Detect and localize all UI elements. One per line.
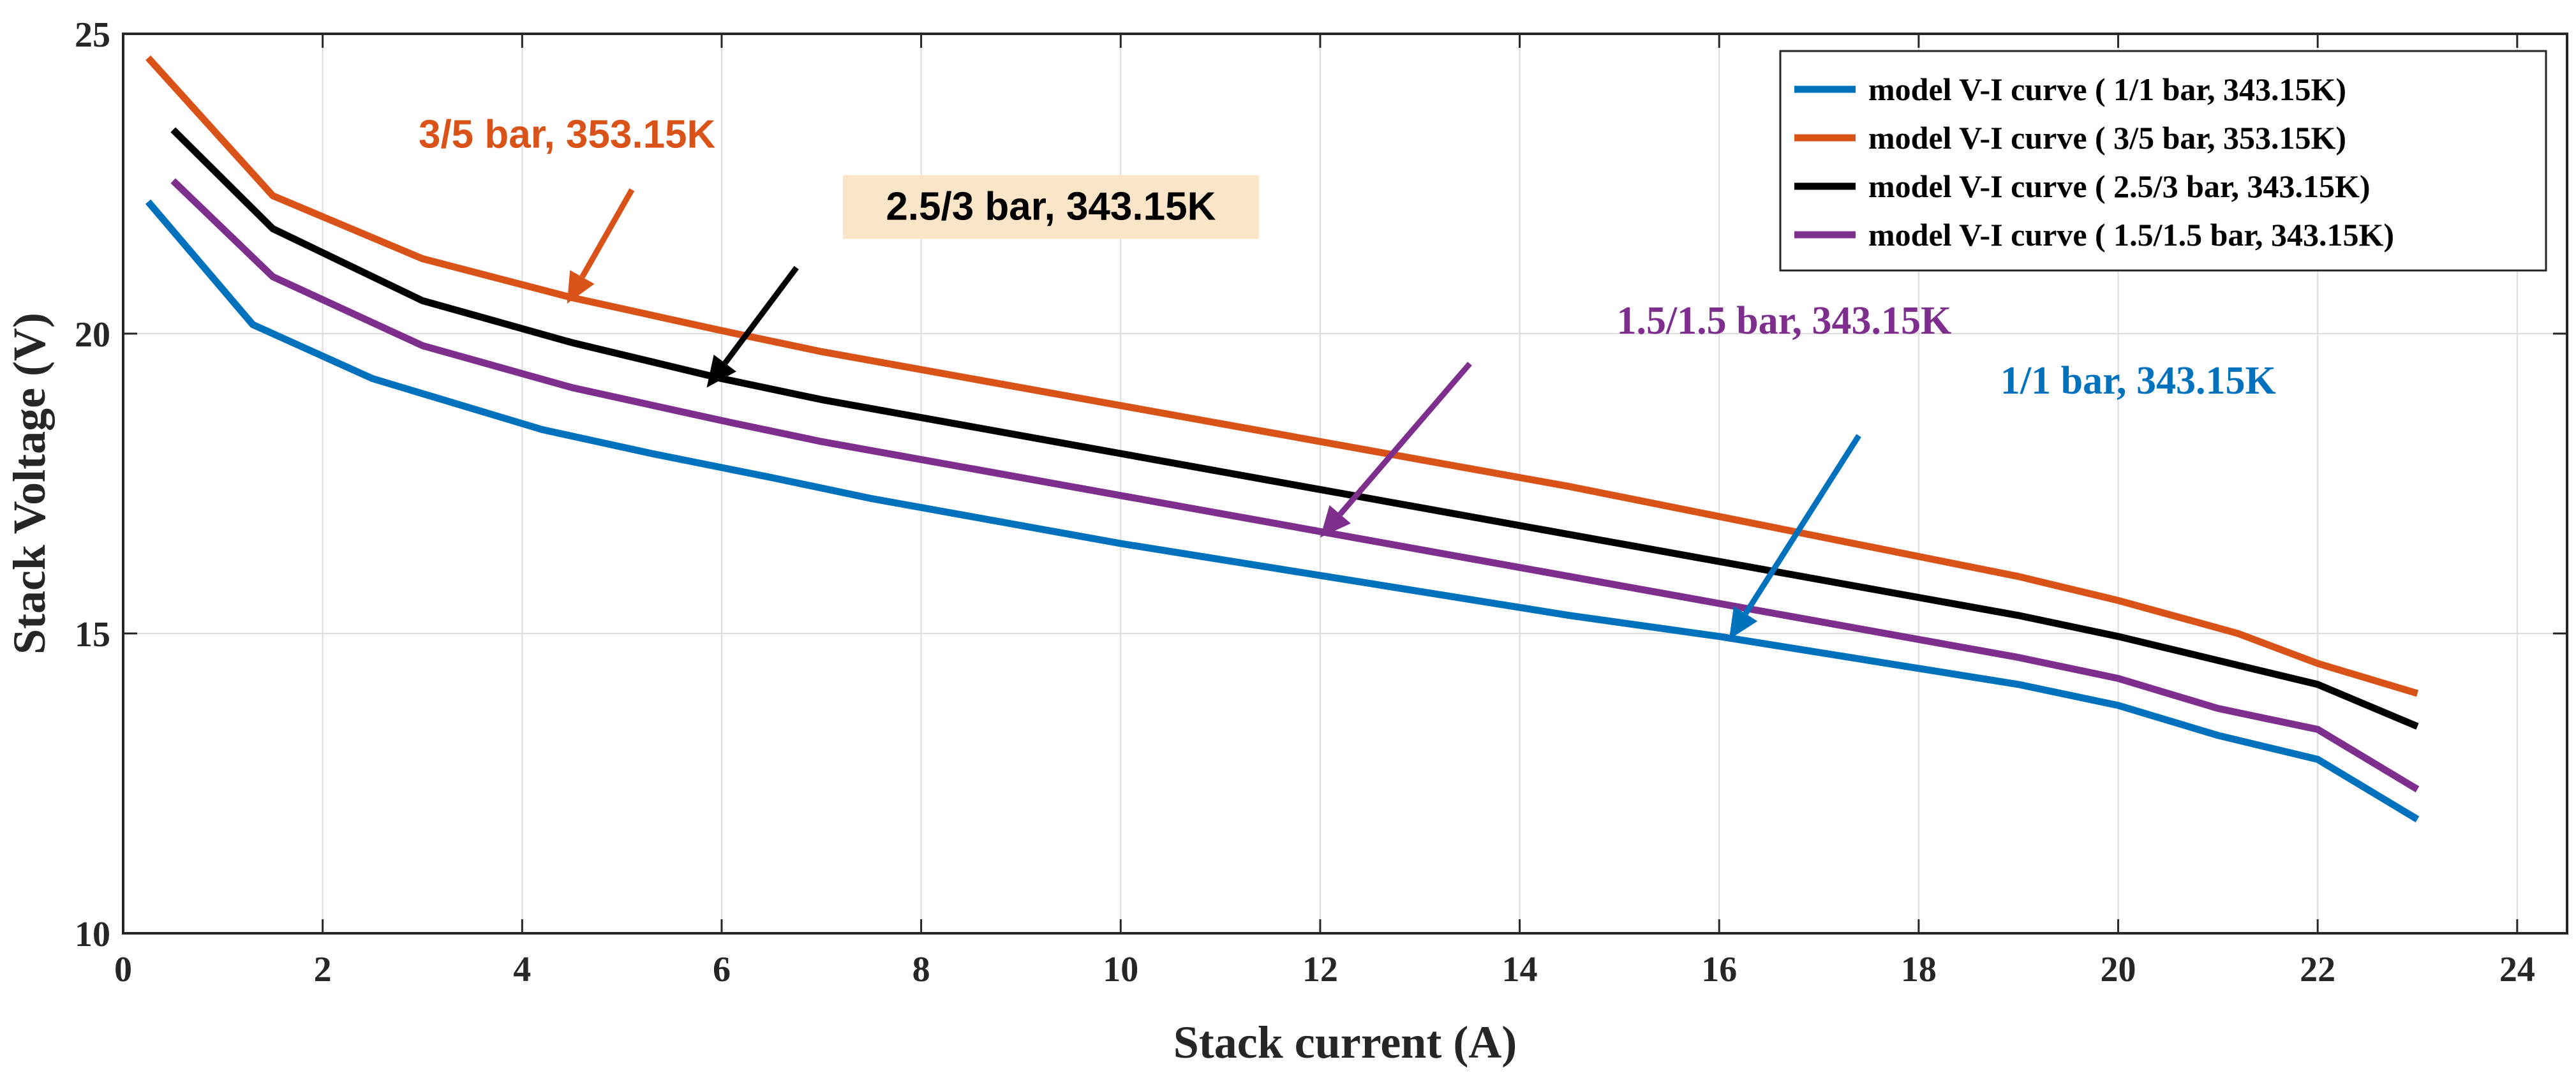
x-tick-label: 14 (1502, 950, 1538, 989)
legend-label-3: model V-I curve ( 2.5/3 bar, 343.15K) (1868, 168, 2371, 204)
annotation-label-2: 2.5/3 bar, 343.15K (886, 184, 1216, 228)
annotation-arrow-head (1729, 606, 1758, 640)
x-tick-label: 2 (314, 950, 332, 989)
annotation-label-4: 1/1 bar, 343.15K (2000, 359, 2276, 403)
legend-label-1: model V-I curve ( 1/1 bar, 343.15K) (1868, 71, 2346, 107)
x-tick-label: 18 (1901, 950, 1937, 989)
x-tick-label: 20 (2101, 950, 2136, 989)
x-tick-label: 12 (1302, 950, 1338, 989)
series-lines (145, 55, 2420, 823)
annotation-arrow-line (579, 188, 635, 279)
series-line-3 (170, 127, 2419, 730)
plot-frame (122, 33, 2568, 935)
annotation-arrow-line (1743, 434, 1861, 616)
annotations: 3/5 bar, 353.15K 2.5/3 bar, 343.15K 1.5/1.… (419, 113, 2276, 640)
annotation-arrow-head (706, 354, 736, 388)
series-line-2 (145, 55, 2419, 697)
y-tick-label: 10 (75, 915, 110, 954)
legend-box (1779, 50, 2547, 272)
x-tick-label: 6 (713, 950, 731, 989)
annotation-arrow-head (1320, 505, 1351, 538)
annotation-arrow-line (722, 265, 799, 365)
annotation-arrow-line (1337, 362, 1472, 517)
x-tick-label: 16 (1701, 950, 1737, 989)
x-axis-title: Stack current (A) (1173, 1017, 1517, 1068)
series-line-4 (170, 178, 2420, 793)
x-tick-label: 0 (114, 950, 132, 989)
x-tick-label: 10 (1103, 950, 1138, 989)
x-tick-label: 8 (912, 950, 930, 989)
annotation-arrow-head (567, 270, 595, 304)
annotation-highlight (842, 175, 1259, 239)
annotation-label-3: 1.5/1.5 bar, 343.15K (1616, 299, 1951, 343)
y-tick-label: 20 (75, 315, 110, 355)
y-axis-title: Stack Voltage (V) (4, 313, 55, 655)
legend-label-2: model V-I curve ( 3/5 bar, 353.15K) (1868, 120, 2346, 156)
y-tick-label: 25 (75, 15, 110, 55)
x-tick-label: 22 (2300, 950, 2335, 989)
y-tick-label: 15 (75, 615, 110, 655)
legend-label-4: model V-I curve ( 1.5/1.5 bar, 343.15K) (1868, 217, 2394, 253)
annotation-label-1: 3/5 bar, 353.15K (419, 113, 716, 157)
x-tick-label: 4 (513, 950, 531, 989)
legend: model V-I curve ( 1/1 bar, 343.15K) model… (1779, 50, 2547, 272)
series-line-1 (145, 199, 2420, 823)
x-tick-label: 24 (2499, 950, 2535, 989)
